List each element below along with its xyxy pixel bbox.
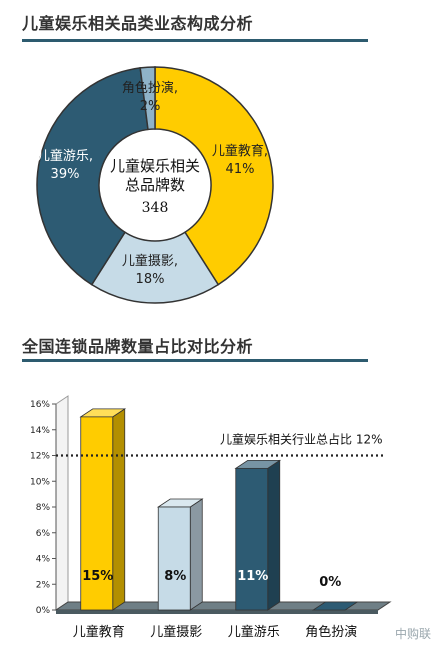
donut-slice-label-3: 角色扮演, [122,80,178,96]
bar-value-label-3: 0% [319,575,341,590]
bar-value-label-0: 15% [82,569,113,584]
y-tick-label: 6% [36,529,51,539]
donut-center-value: 348 [142,200,169,216]
y-tick-label: 10% [30,477,50,487]
y-tick-label: 16% [30,400,50,410]
bar-side-0 [112,408,126,611]
donut-center-label-2: 总品牌数 [125,176,185,194]
y-tick-label: 0% [36,606,51,616]
bar-side-1 [189,498,203,611]
donut-slice-label-2: 儿童游乐, [37,148,93,164]
y-tick-label: 14% [30,426,50,436]
bar-title-rule [22,359,368,362]
donut-title-rule [22,39,368,42]
donut-center-label-1: 儿童娱乐相关 [110,157,200,175]
bar-0 [80,416,114,611]
reference-line-label: 儿童娱乐相关行业总占比 12% [220,432,383,447]
bar-3 [311,601,359,611]
x-category-label-3: 角色扮演 [305,624,357,640]
x-category-label-0: 儿童教育 [73,624,125,640]
donut-slice-value-1: 18% [136,272,165,287]
donut-slice-value-0: 41% [226,162,255,177]
chart-floor-front [56,610,378,614]
donut-slice-value-2: 39% [51,167,80,182]
y-tick-label: 8% [36,503,51,513]
donut-slice-label-0: 儿童教育, [212,143,268,159]
donut-slice-label-1: 儿童摄影, [122,253,178,269]
y-tick-label: 12% [30,452,50,462]
donut-hole [100,130,210,240]
bar-value-label-2: 11% [237,569,268,584]
bar-side-2 [267,459,281,611]
bar-section-title: 全国连锁品牌数量占比对比分析 [22,337,254,356]
y-tick-label: 4% [36,555,51,565]
donut-slice-value-3: 2% [140,99,161,114]
donut-slice-2 [36,67,149,286]
donut-slice-3 [139,66,156,131]
x-category-label-1: 儿童摄影 [150,624,202,640]
watermark-text: 中购联 [394,627,431,641]
x-category-label-2: 儿童游乐 [228,624,280,640]
donut-slice-0 [154,66,274,286]
donut-chart: 儿童教育, 41% 儿童摄影, 18% 儿童游乐, 39% 角色扮演, 2% 儿童娱乐相关总品牌… [36,66,274,304]
donut-section-title: 儿童娱乐相关品类业态构成分析 [22,14,254,33]
left-wall [55,395,69,611]
bar-2 [235,467,269,611]
bar-value-label-1: 8% [164,569,186,584]
y-tick-label: 2% [36,580,51,590]
bar-1 [157,506,191,611]
